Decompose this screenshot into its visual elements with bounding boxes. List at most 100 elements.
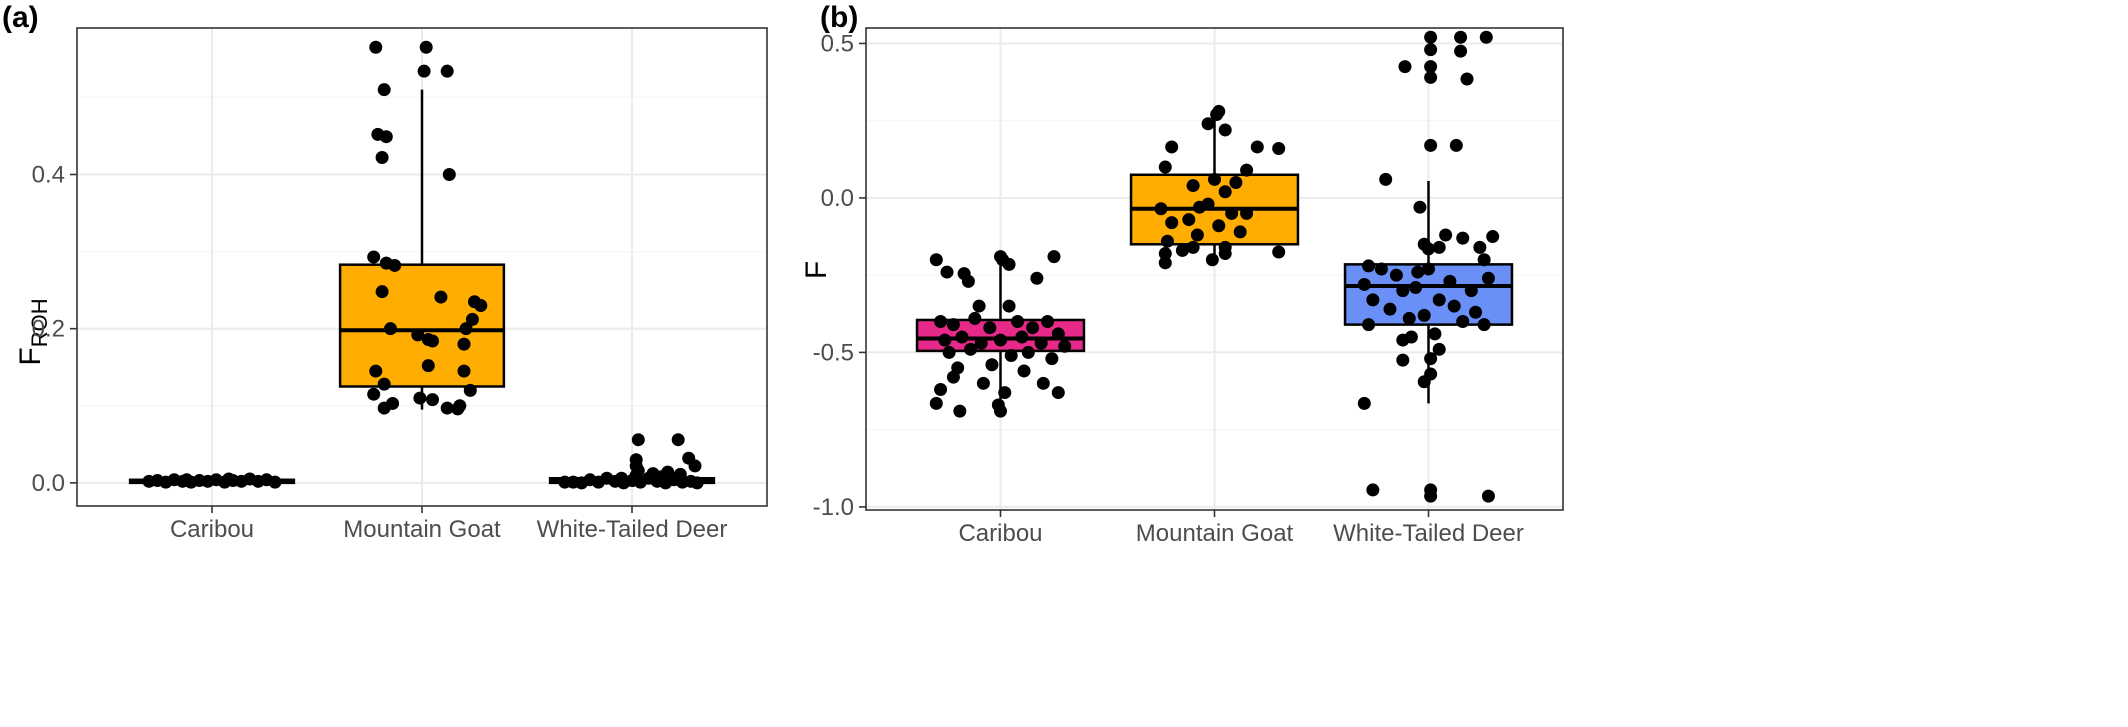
data-point: [1154, 202, 1168, 216]
data-point: [222, 472, 236, 486]
data-point: [465, 312, 479, 326]
data-point: [459, 322, 473, 336]
data-point: [1366, 483, 1380, 497]
data-point: [929, 396, 943, 410]
data-point: [1477, 318, 1491, 332]
data-point: [1417, 308, 1431, 322]
data-point: [961, 274, 975, 288]
panel-a-y-ticks: 0.0 0.2 0.4: [32, 161, 77, 497]
panel-b-x-tick-label-mountain-goat: Mountain Goat: [1136, 520, 1294, 547]
data-point: [180, 473, 194, 487]
data-point: [417, 64, 431, 78]
data-point: [1218, 247, 1232, 261]
data-point: [1250, 140, 1264, 154]
data-point: [1486, 230, 1500, 244]
data-point: [388, 258, 402, 272]
data-point: [1186, 179, 1200, 193]
data-point: [1424, 489, 1438, 503]
data-point: [1240, 163, 1254, 177]
data-point: [1402, 311, 1416, 325]
data-point: [1017, 364, 1031, 378]
data-point: [1411, 265, 1425, 279]
data-point: [426, 393, 439, 407]
data-point: [1051, 327, 1065, 341]
panel-b: (b) F 0.5 0.0 -0.5 -1.0 Caribou Mountain Goa…: [800, 1, 1564, 547]
data-point: [690, 476, 704, 490]
data-point: [1212, 104, 1226, 118]
panel-b-y-tick-label: 0.5: [821, 30, 854, 57]
data-point: [1021, 345, 1035, 359]
data-point: [1417, 375, 1431, 389]
data-point: [1424, 138, 1438, 152]
data-point: [1218, 185, 1232, 199]
panel-a-x-tick-label-caribou: Caribou: [170, 516, 254, 543]
data-point: [671, 433, 685, 447]
data-point: [1357, 277, 1371, 291]
data-point: [673, 467, 687, 481]
data-point: [940, 265, 954, 279]
data-point: [1362, 259, 1376, 273]
data-point: [1456, 231, 1470, 245]
data-point: [367, 250, 381, 264]
data-point: [1272, 142, 1286, 155]
data-point: [1034, 336, 1048, 350]
data-point: [1225, 206, 1239, 220]
data-point: [1413, 200, 1427, 214]
data-point: [1424, 43, 1438, 57]
data-point: [457, 364, 471, 378]
data-point: [1201, 197, 1215, 211]
data-point: [1212, 219, 1226, 233]
panel-a-y-tick-label: 0.0: [32, 470, 65, 497]
data-point: [379, 130, 393, 144]
data-point: [1208, 172, 1221, 186]
data-point: [1002, 299, 1016, 313]
data-point: [968, 311, 982, 325]
panel-b-y-tick-label: -0.5: [813, 339, 854, 366]
data-point: [440, 401, 454, 415]
panel-a: (a) FROH 0.0 0.2 0.4 Caribou Mountain Goat W…: [2, 1, 768, 543]
data-point: [1041, 315, 1055, 329]
data-point: [1201, 117, 1215, 131]
data-point: [1383, 302, 1397, 316]
data-point: [1158, 160, 1172, 174]
panel-a-y-axis-title-main: F: [14, 347, 47, 365]
data-point: [1002, 257, 1016, 271]
data-point: [1004, 349, 1018, 363]
data-point: [1366, 293, 1380, 307]
data-point: [946, 318, 960, 332]
data-point: [1464, 284, 1478, 298]
data-point: [375, 285, 389, 299]
data-point: [1362, 318, 1376, 332]
data-point: [1165, 140, 1179, 154]
panel-b-x-ticks: Caribou Mountain Goat White-Tailed Deer: [958, 510, 1524, 547]
data-point: [1424, 30, 1438, 44]
data-point: [946, 370, 960, 384]
panel-b-y-tick-label: 0.0: [821, 185, 854, 212]
data-point: [1036, 376, 1050, 390]
data-point: [654, 470, 668, 484]
data-point: [1456, 315, 1470, 329]
data-point: [1158, 256, 1172, 270]
data-point: [377, 377, 391, 391]
data-point: [421, 359, 435, 373]
panel-b-label: (b): [820, 1, 858, 34]
data-point: [1182, 213, 1196, 227]
data-point: [1379, 172, 1393, 186]
panel-b-x-tick-label-white-tailed-deer: White-Tailed Deer: [1333, 520, 1524, 547]
panel-a-x-tick-label-white-tailed-deer: White-Tailed Deer: [537, 516, 728, 543]
data-point: [953, 404, 967, 418]
data-point: [1432, 342, 1446, 356]
data-point: [1396, 353, 1410, 367]
panel-a-x-tick-label-mountain-goat: Mountain Goat: [343, 516, 501, 543]
data-point: [1454, 30, 1468, 44]
data-point: [1481, 489, 1495, 503]
data-point: [964, 342, 978, 356]
panel-a-label: (a): [2, 1, 39, 34]
data-point: [688, 459, 702, 473]
data-point: [434, 290, 448, 304]
data-point: [268, 475, 282, 489]
data-point: [1030, 271, 1044, 285]
data-point: [474, 299, 488, 313]
data-point: [1432, 240, 1446, 254]
